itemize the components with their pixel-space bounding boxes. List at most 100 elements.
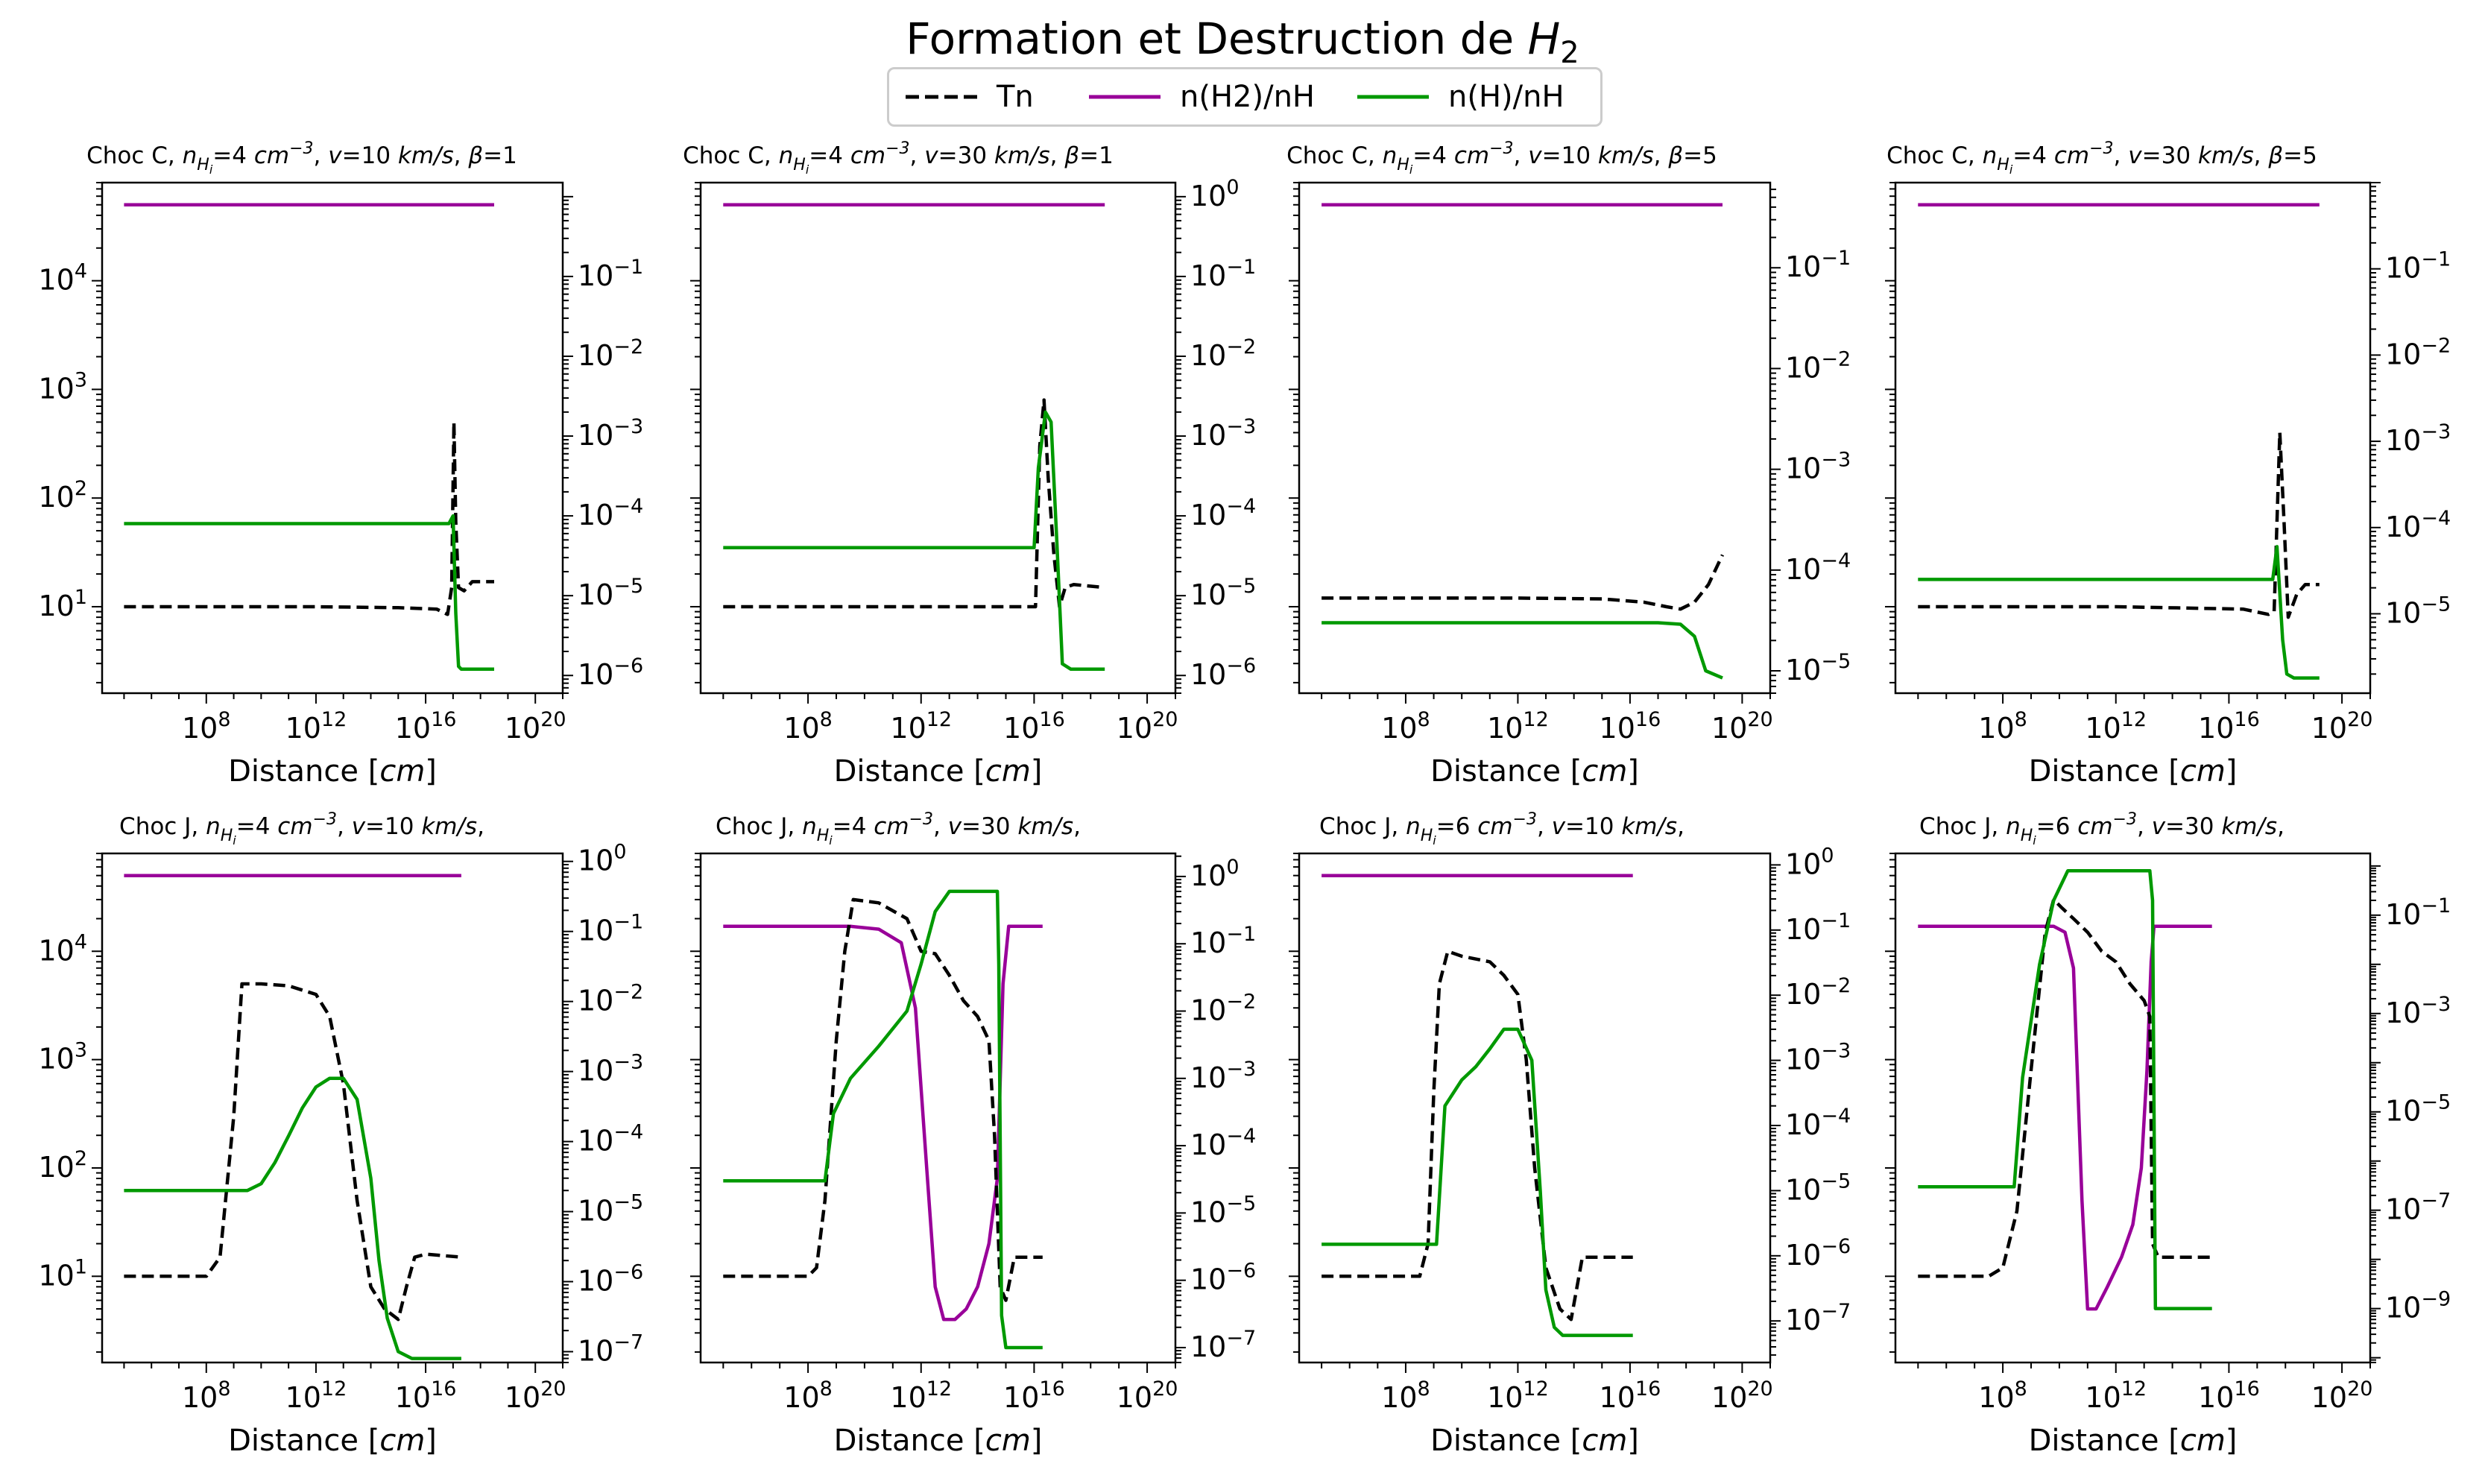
legend-item-tn: Tn <box>906 69 1034 124</box>
x-axis-label: Distance [cm] <box>834 754 1043 789</box>
x-tick-label: 1012 <box>890 708 952 745</box>
x-tick-label: 108 <box>1978 1377 2027 1414</box>
y-right-tick-label: 100 <box>1190 176 1240 212</box>
series-line-tn <box>1322 950 1633 1322</box>
figure-title-subscript: 2 <box>1560 36 1579 70</box>
x-tick-label: 108 <box>182 1377 231 1414</box>
legend-item-h: n(H)/nH <box>1357 69 1564 124</box>
x-tick-label: 1020 <box>1711 708 1773 745</box>
y-right-tick-label: 10−1 <box>1190 256 1256 292</box>
x-tick-label: 1016 <box>1600 708 1661 745</box>
subplot-2: Choc C, nHi=4 cm−3, v=30 km/s, β=1 108 101… <box>683 139 1256 789</box>
plot-frame <box>1894 852 2372 1364</box>
y-right-tick-label: 10−4 <box>578 1121 643 1158</box>
y-right-tick-label: 100 <box>578 841 627 877</box>
x-tick-label: 108 <box>1381 1377 1430 1414</box>
y-right-tick-label: 10−1 <box>1190 923 1256 959</box>
subplot-title: Choc J, nHi=4 cm−3, v=30 km/s, <box>716 810 1081 847</box>
subplot-7: Choc J, nHi=6 cm−3, v=10 km/s, 108 1012 101… <box>1289 810 1851 1458</box>
y-right-tick-label: 10−5 <box>1785 650 1851 686</box>
x-axis-label: Distance [cm] <box>834 1424 1043 1458</box>
y-left-tick-label: 101 <box>38 586 87 622</box>
x-tick-label: 1020 <box>505 708 566 745</box>
subplot-4: Choc C, nHi=4 cm−3, v=30 km/s, β=5 108 101… <box>1885 139 2451 789</box>
series-line-h <box>1322 621 1723 680</box>
y-left-tick-label: 104 <box>38 930 87 967</box>
y-right-tick-label: 10−1 <box>1785 909 1851 946</box>
x-tick-label: 1020 <box>1117 1377 1178 1414</box>
x-tick-label: 1012 <box>2085 1377 2147 1414</box>
series-line-h <box>124 514 494 672</box>
y-right-tick-label: 10−4 <box>1785 549 1851 586</box>
subplot-title: Choc J, nHi=6 cm−3, v=10 km/s, <box>1319 810 1684 847</box>
plot-frame <box>1298 852 1772 1364</box>
x-axis-label: Distance [cm] <box>1430 754 1639 789</box>
subplot-title: Choc C, nHi=4 cm−3, v=30 km/s, β=1 <box>683 139 1114 177</box>
y-right-tick-label: 10−4 <box>1785 1105 1851 1141</box>
subplot-title: Choc C, nHi=4 cm−3, v=30 km/s, β=5 <box>1886 139 2317 177</box>
y-left-tick-label: 103 <box>38 368 87 405</box>
y-right-tick-label: 10−5 <box>1190 575 1256 611</box>
x-tick-label: 108 <box>1978 708 2027 745</box>
series-line-tn <box>1918 431 2320 619</box>
x-tick-label: 108 <box>182 708 231 745</box>
series-line-tn <box>723 897 1043 1302</box>
x-tick-label: 1016 <box>395 708 457 745</box>
x-tick-label: 1016 <box>395 1377 457 1414</box>
y-right-tick-label: 10−4 <box>1190 495 1256 531</box>
figure-title-var: H <box>1527 13 1561 64</box>
series-line-h2 <box>1918 924 2212 1311</box>
legend-label-h: n(H)/nH <box>1448 80 1564 114</box>
subplot-title: Choc J, nHi=6 cm−3, v=30 km/s, <box>1919 810 2285 847</box>
y-right-tick-label: 10−1 <box>2385 248 2451 285</box>
x-tick-label: 1012 <box>1487 1377 1549 1414</box>
plot-frame <box>101 852 564 1364</box>
series-line-tn <box>1918 897 2212 1278</box>
y-right-tick-label: 10−1 <box>1785 247 1851 283</box>
x-tick-label: 1012 <box>285 708 347 745</box>
y-right-tick-label: 10−6 <box>578 1260 643 1297</box>
x-tick-label: 1016 <box>1003 708 1065 745</box>
subplot-title: Choc C, nHi=4 cm−3, v=10 km/s, β=5 <box>1286 139 1717 177</box>
figure-title: Formation et Destruction de H2 <box>0 13 2485 70</box>
y-right-tick-label: 10−6 <box>578 654 643 691</box>
x-axis-label: Distance [cm] <box>1430 1424 1639 1458</box>
plot-frame <box>699 852 1177 1364</box>
subplot-6: Choc J, nHi=4 cm−3, v=30 km/s, 108 1012 101… <box>690 810 1256 1458</box>
x-tick-label: 1012 <box>285 1377 347 1414</box>
y-right-tick-label: 10−7 <box>1190 1327 1256 1363</box>
y-left-tick-label: 102 <box>38 1147 87 1184</box>
x-tick-label: 1016 <box>2198 708 2260 745</box>
plot-frame <box>699 181 1177 695</box>
y-right-tick-label: 10−5 <box>2385 593 2451 629</box>
y-right-tick-label: 10−2 <box>1190 335 1256 372</box>
x-tick-label: 1020 <box>1117 708 1178 745</box>
y-right-tick-label: 100 <box>1785 844 1834 880</box>
y-right-tick-label: 10−1 <box>578 911 643 947</box>
y-right-tick-label: 10−3 <box>1190 1058 1256 1094</box>
y-right-tick-label: 10−4 <box>578 495 643 531</box>
y-right-tick-label: 10−3 <box>2385 993 2451 1029</box>
y-right-tick-label: 10−2 <box>1785 347 1851 384</box>
plot-frame <box>1894 181 2372 695</box>
legend-swatch-h2 <box>1089 95 1161 99</box>
legend-swatch-tn <box>906 95 977 99</box>
y-right-tick-label: 10−2 <box>2385 334 2451 370</box>
y-left-tick-label: 103 <box>38 1039 87 1076</box>
x-tick-label: 108 <box>783 1377 833 1414</box>
x-tick-label: 1020 <box>1711 1377 1773 1414</box>
legend-label-tn: Tn <box>997 80 1034 114</box>
y-right-tick-label: 10−6 <box>1785 1235 1851 1272</box>
x-axis-label: Distance [cm] <box>2029 1424 2238 1458</box>
series-line-tn <box>124 420 494 616</box>
y-right-tick-label: 10−9 <box>2385 1288 2451 1324</box>
y-right-tick-label: 10−7 <box>1785 1300 1851 1336</box>
subplot-title: Choc C, nHi=4 cm−3, v=10 km/s, β=1 <box>86 139 517 177</box>
y-right-tick-label: 10−3 <box>2385 420 2451 457</box>
legend: Tn n(H2)/nH n(H)/nH <box>887 67 1603 127</box>
series-line-h <box>1918 868 2212 1310</box>
x-axis-label: Distance [cm] <box>2029 754 2238 789</box>
subplot-8: Choc J, nHi=6 cm−3, v=30 km/s, 108 1012 101… <box>1885 810 2451 1458</box>
legend-label-h2: n(H2)/nH <box>1180 80 1315 114</box>
x-tick-label: 1016 <box>2198 1377 2260 1414</box>
